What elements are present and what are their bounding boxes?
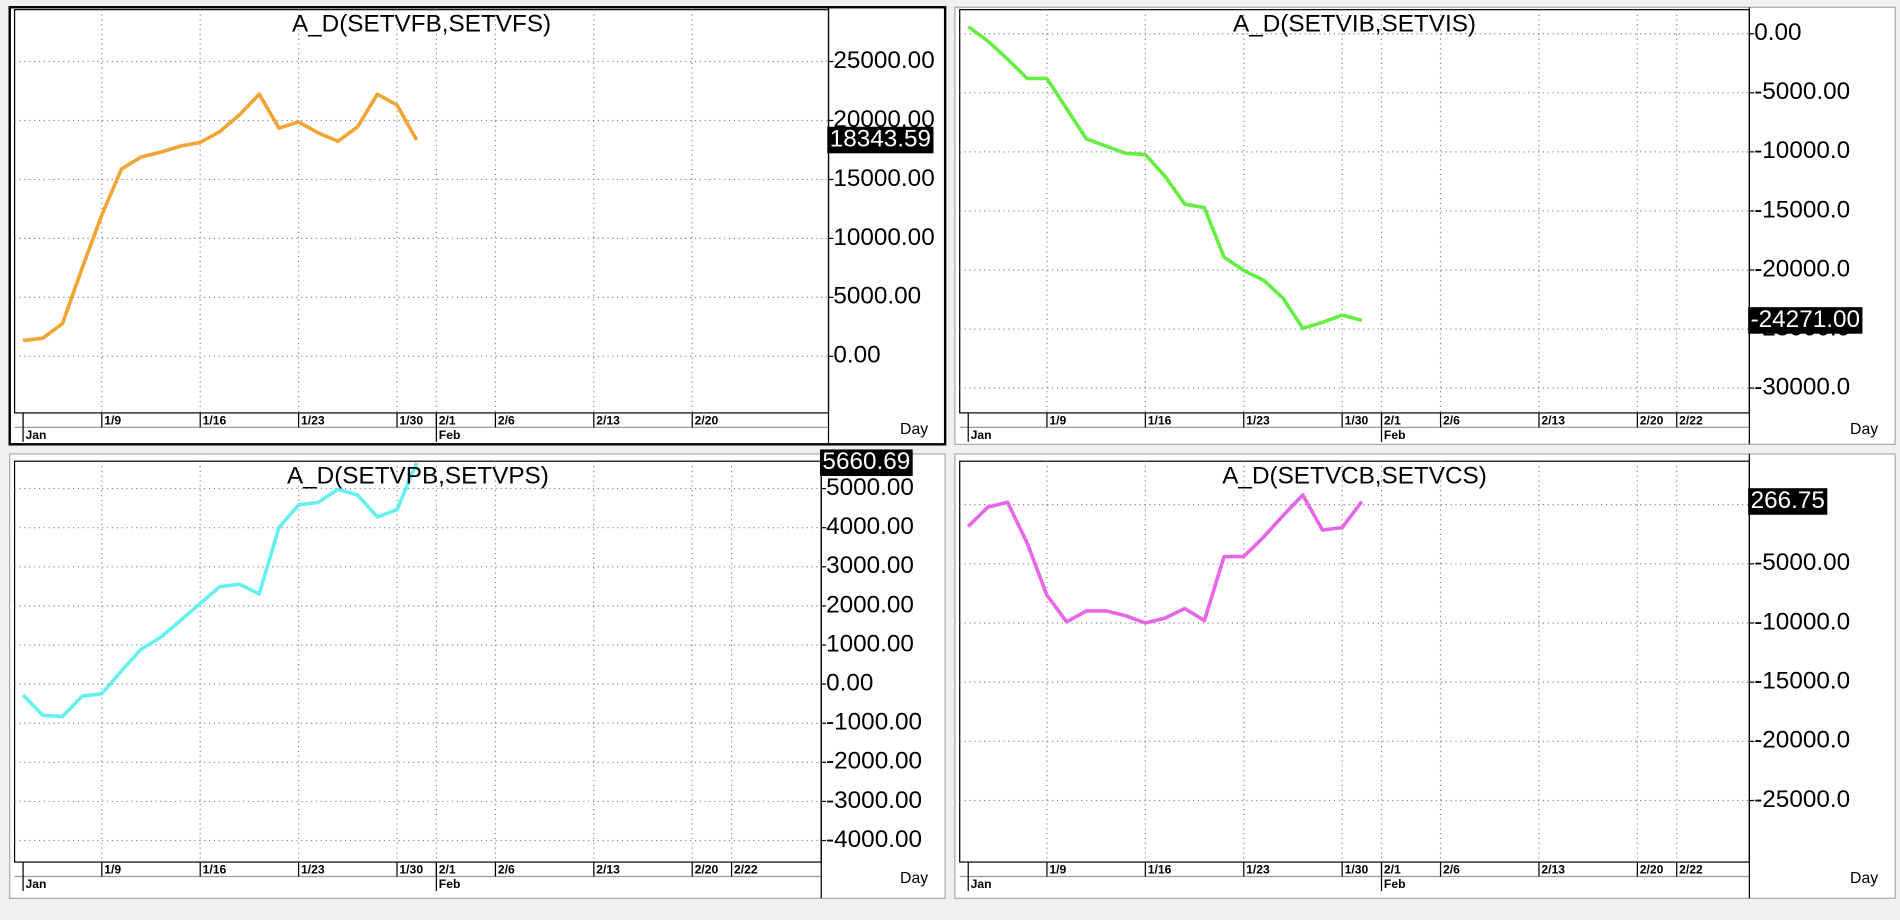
x-tick-label: 1/9 <box>1049 863 1066 877</box>
data-line <box>967 25 1363 331</box>
y-tick-label: -25000.0 <box>1754 786 1850 813</box>
x-tick-label: 2/20 <box>695 863 719 877</box>
x-tick-label: 2/13 <box>1541 863 1565 877</box>
y-tick-label: 10000.00 <box>833 224 934 251</box>
x-tick-label: 1/23 <box>301 414 325 428</box>
y-tick-label: 4000.00 <box>826 513 914 540</box>
y-tick-label: -15000.0 <box>1754 196 1850 223</box>
x-axis-label: Day <box>900 421 928 438</box>
x-tick-label: 2/13 <box>1541 414 1565 428</box>
x-tick-label: 1/23 <box>1246 414 1270 428</box>
y-tick-label: 3000.00 <box>826 552 914 579</box>
x-tick-label: 1/30 <box>1345 414 1369 428</box>
y-tick-label: 2000.00 <box>826 591 914 618</box>
y-tick-label: -1000.00 <box>826 709 922 736</box>
y-tick-label: 5000.00 <box>826 474 914 501</box>
x-tick-label: 2/22 <box>734 863 758 877</box>
y-tick-label: -30000.0 <box>1754 374 1850 401</box>
month-label: Jan <box>971 877 992 891</box>
x-tick-label: 2/22 <box>1679 414 1703 428</box>
data-line <box>21 462 419 719</box>
y-tick-label: -4000.00 <box>826 826 922 853</box>
y-tick-label: -20000.0 <box>1754 255 1850 282</box>
x-tick-label: 1/16 <box>1148 863 1172 877</box>
month-label: Jan <box>971 428 992 442</box>
x-tick-label: 2/20 <box>1640 863 1664 877</box>
x-tick-label: 1/9 <box>104 863 121 877</box>
y-tick-label: -5000.00 <box>1754 549 1850 576</box>
x-axis-label: Day <box>1850 870 1878 887</box>
plot-area <box>959 460 1750 863</box>
data-line <box>966 493 1364 625</box>
y-tick-label: 1000.00 <box>826 630 914 657</box>
y-tick-label: 25000.00 <box>833 47 934 74</box>
chart-title: A_D(SETVPB,SETVPS) <box>287 462 549 489</box>
x-tick-label: 1/16 <box>203 863 227 877</box>
y-tick-label: -2000.00 <box>826 748 922 775</box>
month-label: Feb <box>439 877 461 891</box>
x-tick-label: 2/1 <box>1384 414 1401 428</box>
last-value-label: -24271.00 <box>1751 306 1860 333</box>
last-value-box <box>1748 488 1828 515</box>
x-tick-label: 2/22 <box>1679 863 1703 877</box>
x-tick-label: 2/1 <box>439 414 456 428</box>
month-label: Feb <box>1384 877 1406 891</box>
x-tick-label: 2/13 <box>596 863 620 877</box>
x-tick-label: 1/30 <box>399 414 423 428</box>
y-tick-label: -10000.0 <box>1754 608 1850 635</box>
y-tick-label: 0.00 <box>1754 19 1801 46</box>
x-tick-label: 2/6 <box>498 863 515 877</box>
last-value-box <box>827 126 934 154</box>
chart-title: A_D(SETVIB,SETVIS) <box>1233 11 1476 38</box>
month-label: Feb <box>1384 428 1406 442</box>
x-tick-label: 1/30 <box>399 863 423 877</box>
x-tick-label: 1/9 <box>104 414 121 428</box>
x-axis-label: Day <box>1850 421 1878 438</box>
month-label: Feb <box>439 428 461 442</box>
x-tick-label: 1/16 <box>1148 414 1172 428</box>
month-label: Jan <box>26 428 47 442</box>
x-axis-label: Day <box>900 870 928 887</box>
plot-area <box>13 9 830 414</box>
y-tick-label: -20000.0 <box>1754 727 1850 754</box>
chart-title: A_D(SETVCB,SETVCS) <box>1222 462 1487 489</box>
y-tick-label: -15000.0 <box>1754 668 1850 695</box>
x-tick-label: 2/1 <box>1384 863 1401 877</box>
x-tick-label: 1/23 <box>1246 863 1270 877</box>
month-label: Jan <box>26 877 47 891</box>
last-value-label: 5660.69 <box>822 448 910 475</box>
x-tick-label: 2/6 <box>498 414 515 428</box>
y-tick-label: 0.00 <box>826 670 873 697</box>
x-tick-label: 1/30 <box>1345 863 1369 877</box>
last-value-box <box>820 449 913 477</box>
y-tick-label: 0.00 <box>833 342 880 369</box>
x-tick-label: 1/23 <box>301 863 325 877</box>
y-tick-label: 5000.00 <box>833 283 921 310</box>
x-tick-label: 2/20 <box>1640 414 1664 428</box>
y-tick-label: -3000.00 <box>826 787 922 814</box>
data-line <box>22 92 419 343</box>
last-value-label: 266.75 <box>1751 487 1825 514</box>
x-tick-label: 2/20 <box>695 414 719 428</box>
last-value-box <box>1748 307 1863 334</box>
x-tick-label: 2/6 <box>1443 863 1460 877</box>
chart-title: A_D(SETVFB,SETVFS) <box>292 11 551 38</box>
y-tick-label: -10000.0 <box>1754 137 1850 164</box>
y-tick-label: -5000.00 <box>1754 78 1850 105</box>
x-tick-label: 1/16 <box>203 414 227 428</box>
x-tick-label: 2/6 <box>1443 414 1460 428</box>
x-tick-label: 2/13 <box>596 414 620 428</box>
last-value-label: 18343.59 <box>830 125 931 152</box>
y-tick-label: 15000.00 <box>833 165 934 192</box>
x-tick-label: 2/1 <box>439 863 456 877</box>
x-tick-label: 1/9 <box>1049 414 1066 428</box>
